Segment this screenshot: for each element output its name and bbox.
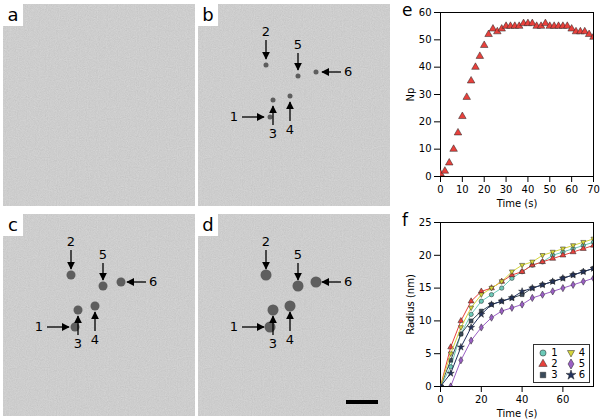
svg-text:Time (s): Time (s) bbox=[496, 408, 538, 419]
svg-text:Time (s): Time (s) bbox=[496, 198, 538, 209]
svg-text:40: 40 bbox=[522, 184, 535, 195]
html-text:5: 5 bbox=[578, 358, 585, 369]
html-text:6: 6 bbox=[578, 369, 585, 380]
svg-text:2: 2 bbox=[262, 234, 270, 249]
svg-text:a: a bbox=[7, 4, 18, 25]
svg-text:0: 0 bbox=[425, 171, 431, 182]
html-text:3: 3 bbox=[551, 369, 558, 380]
svg-text:0: 0 bbox=[437, 394, 443, 405]
html-text:1: 1 bbox=[551, 347, 558, 358]
svg-text:30: 30 bbox=[500, 184, 513, 195]
svg-text:Radius (nm): Radius (nm) bbox=[405, 274, 416, 335]
svg-text:4: 4 bbox=[286, 122, 294, 137]
svg-text:1: 1 bbox=[230, 319, 238, 334]
svg-text:5: 5 bbox=[425, 348, 431, 359]
svg-text:20: 20 bbox=[478, 184, 491, 195]
svg-text:10: 10 bbox=[419, 143, 432, 154]
svg-text:0: 0 bbox=[437, 184, 443, 195]
svg-text:1: 1 bbox=[230, 109, 238, 124]
svg-text:2: 2 bbox=[262, 24, 270, 39]
svg-text:30: 30 bbox=[419, 89, 432, 100]
html-text:e: e bbox=[402, 0, 413, 20]
svg-text:20: 20 bbox=[419, 116, 432, 127]
svg-text:b: b bbox=[202, 4, 213, 25]
svg-text:70: 70 bbox=[587, 184, 600, 195]
svg-text:60: 60 bbox=[565, 184, 578, 195]
svg-text:20: 20 bbox=[419, 250, 432, 261]
svg-text:3: 3 bbox=[269, 336, 277, 351]
svg-text:60: 60 bbox=[557, 394, 570, 405]
html-text:4: 4 bbox=[578, 347, 585, 358]
svg-text:2: 2 bbox=[67, 234, 75, 249]
svg-text:5: 5 bbox=[294, 247, 302, 262]
svg-text:4: 4 bbox=[286, 332, 294, 347]
svg-text:25: 25 bbox=[419, 217, 432, 228]
svg-text:40: 40 bbox=[419, 61, 432, 72]
svg-text:50: 50 bbox=[419, 34, 432, 45]
svg-text:20: 20 bbox=[475, 394, 488, 405]
svg-text:15: 15 bbox=[419, 282, 432, 293]
svg-text:50: 50 bbox=[543, 184, 556, 195]
svg-text:3: 3 bbox=[74, 336, 82, 351]
svg-text:6: 6 bbox=[344, 274, 352, 289]
svg-text:3: 3 bbox=[269, 126, 277, 141]
svg-text:6: 6 bbox=[149, 274, 157, 289]
svg-text:40: 40 bbox=[516, 394, 529, 405]
svg-text:10: 10 bbox=[419, 315, 432, 326]
svg-text:60: 60 bbox=[419, 7, 432, 18]
svg-text:0: 0 bbox=[425, 381, 431, 392]
svg-text:d: d bbox=[202, 214, 213, 235]
svg-text:5: 5 bbox=[99, 247, 107, 262]
html-text:f: f bbox=[402, 210, 408, 230]
svg-text:4: 4 bbox=[91, 332, 99, 347]
svg-text:Np: Np bbox=[405, 88, 416, 102]
svg-text:5: 5 bbox=[294, 37, 302, 52]
svg-text:10: 10 bbox=[456, 184, 469, 195]
html-text:2: 2 bbox=[551, 358, 558, 369]
svg-text:6: 6 bbox=[344, 64, 352, 79]
svg-text:c: c bbox=[8, 214, 18, 235]
svg-text:1: 1 bbox=[35, 319, 43, 334]
